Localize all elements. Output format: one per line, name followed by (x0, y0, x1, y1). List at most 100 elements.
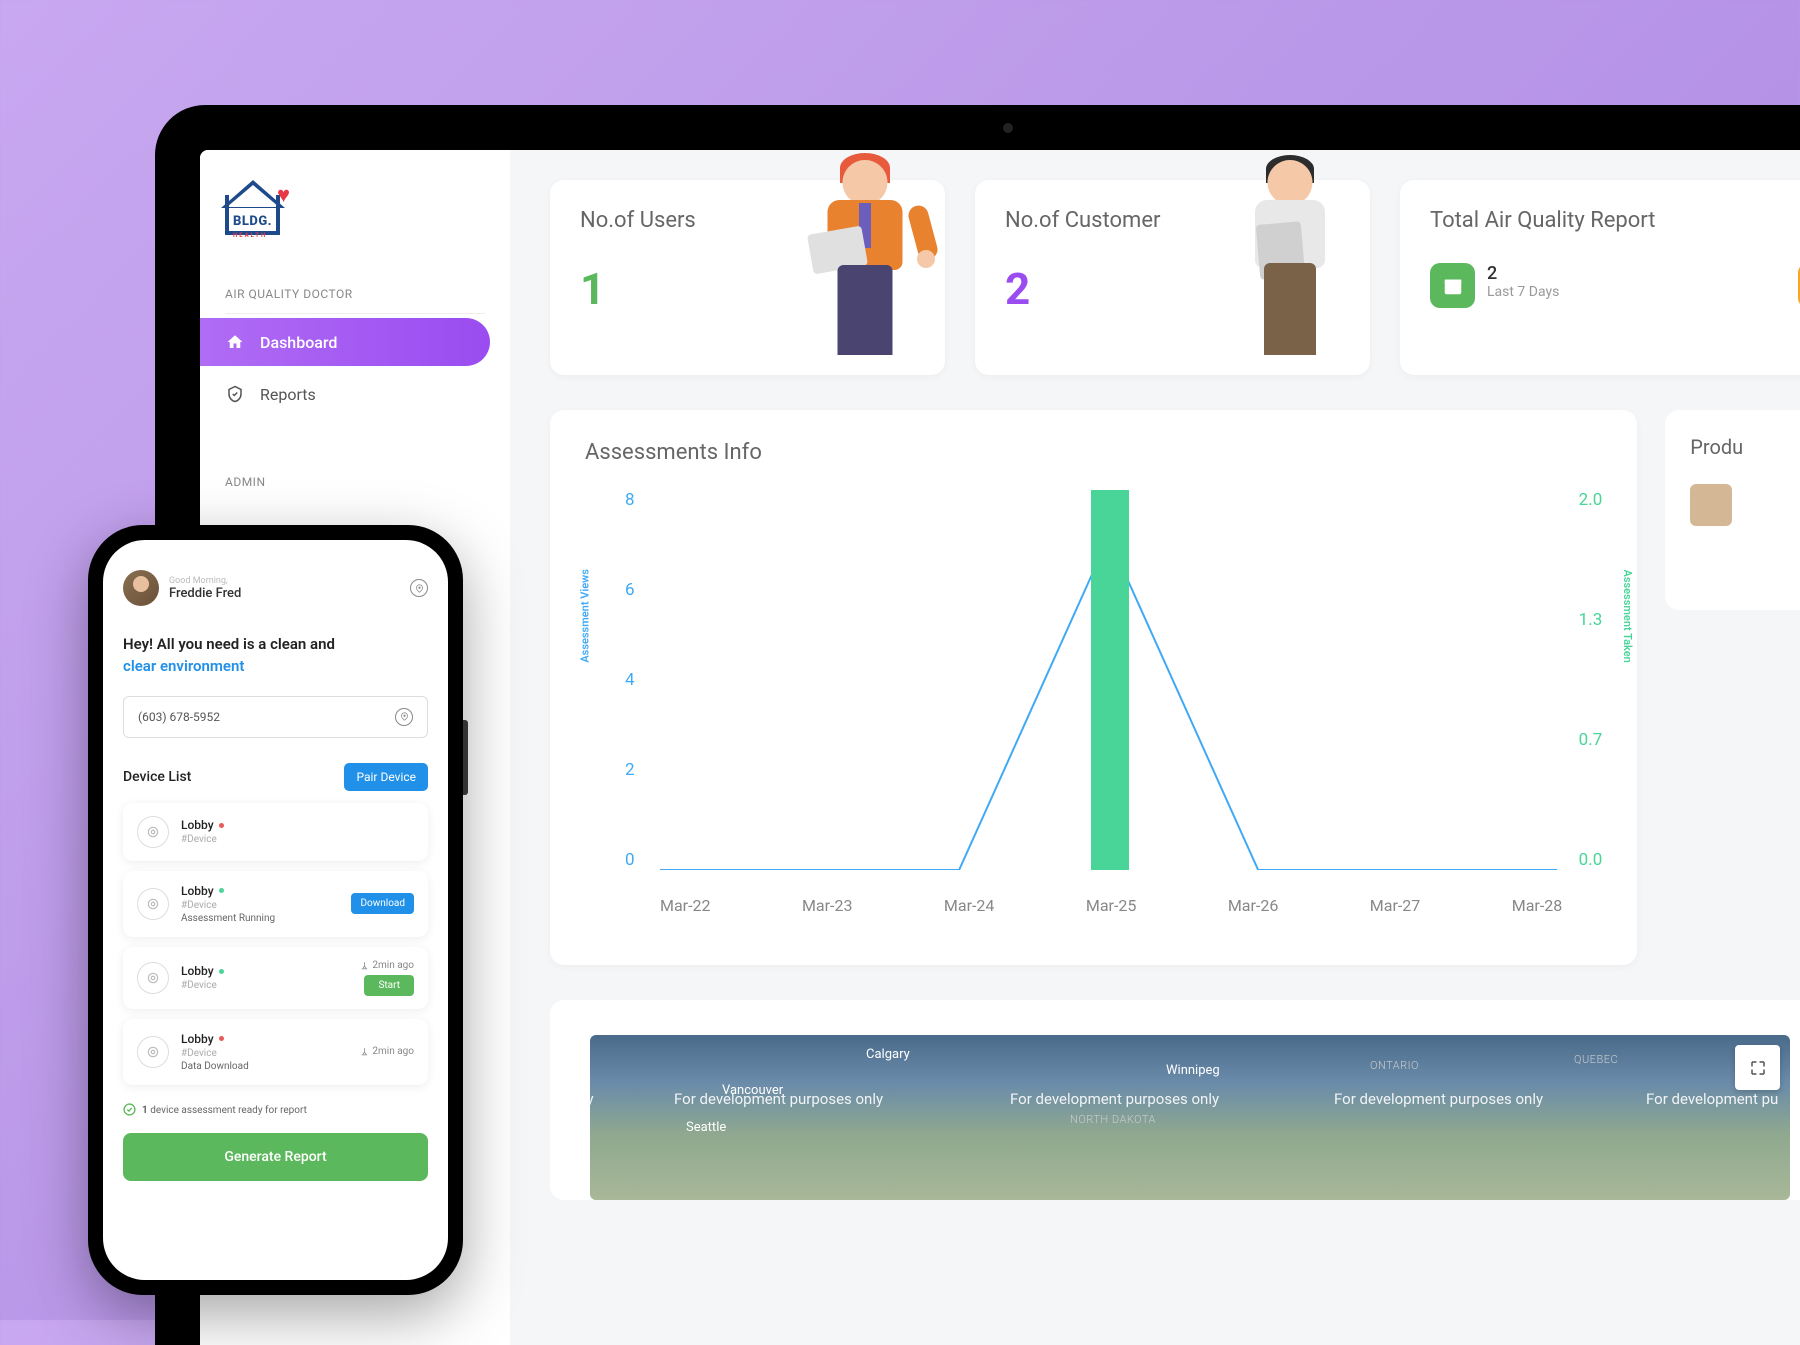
nav-dashboard[interactable]: Dashboard (200, 318, 490, 366)
report-value: 2 (1487, 263, 1559, 284)
nav-label: Reports (260, 385, 316, 404)
nav-reports[interactable]: Reports (200, 370, 490, 418)
sidebar-section-label: AIR QUALITY DOCTOR (225, 275, 485, 314)
side-thumbnail[interactable] (1690, 484, 1732, 526)
x-tick: Mar-22 (660, 896, 711, 915)
notice-count: 1 (142, 1105, 148, 1116)
map-city: Seattle (686, 1120, 726, 1135)
home-icon (225, 332, 245, 352)
y-tick: 0 (625, 850, 635, 870)
stat-card-customers[interactable]: No.of Customer 2 (975, 180, 1370, 375)
y-axis-right-label: Assessment Taken (1621, 569, 1634, 662)
brand-logo[interactable]: ♥ BLDG. HEALTH (200, 180, 510, 260)
greeting-text: Good Morning, (169, 576, 241, 586)
expand-button[interactable] (1735, 1045, 1780, 1090)
device-icon (137, 962, 169, 994)
device-list-header: Device List Pair Device (123, 763, 428, 791)
plot (660, 490, 1557, 870)
device-row[interactable]: Lobby #Device Assessment Running Downloa… (123, 871, 428, 937)
map-view[interactable]: Calgary Winnipeg Vancouver Seattle ONTAR… (590, 1035, 1790, 1200)
chart-plot-area: Assessment Views Assessment Taken 86420 … (585, 490, 1602, 915)
map-watermark: For development purposes only (674, 1090, 883, 1108)
section-title: Device List (123, 769, 191, 785)
y-tick: 8 (625, 490, 635, 510)
stat-cards-row: No.of Users 1 No.of Customer 2 Total Air… (550, 180, 1800, 375)
device-icon (137, 888, 169, 920)
device-time: 2min ago (360, 960, 414, 971)
report-last7: 2 Last 7 Days (1430, 263, 1559, 308)
status-dot (219, 969, 224, 974)
hero-link[interactable]: clear environment (123, 657, 244, 675)
laptop-camera (1003, 123, 1013, 133)
y-tick: 0.7 (1579, 730, 1603, 750)
x-tick: Mar-25 (1086, 896, 1137, 915)
y-tick: 1.3 (1579, 610, 1603, 630)
x-tick: Mar-28 (1512, 896, 1563, 915)
y-axis-left-label: Assessment Views (579, 569, 592, 663)
device-info: Lobby #Device Assessment Running (181, 884, 339, 924)
hero-line1: Hey! All you need is a clean and (123, 635, 335, 653)
phone-header: Good Morning, Freddie Fred (123, 570, 428, 606)
bar (1091, 490, 1129, 870)
person-illustration-1 (805, 150, 925, 375)
start-button[interactable]: Start (364, 975, 414, 996)
sidebar-section-label: ADMIN (225, 463, 485, 501)
phone-value: (603) 678-5952 (138, 710, 220, 724)
phone-input[interactable]: (603) 678-5952 (123, 696, 428, 738)
map-city: Winnipeg (1166, 1063, 1220, 1078)
location-icon[interactable] (395, 708, 413, 726)
device-info: Lobby #Device (181, 964, 348, 991)
sidebar-section-2: ADMIN (200, 463, 510, 501)
user-name: Freddie Fred (169, 586, 241, 601)
nav-label: Dashboard (260, 333, 337, 352)
heart-icon: ♥ (277, 182, 290, 208)
device-status: Data Download (181, 1061, 348, 1072)
stat-card-users[interactable]: No.of Users 1 (550, 180, 945, 375)
map-watermark: For development purposes only (1334, 1090, 1543, 1108)
brand-name: BLDG. (233, 214, 272, 229)
y-tick: 2 (625, 760, 635, 780)
location-icon[interactable] (410, 579, 428, 597)
device-info: Lobby #Device Data Download (181, 1032, 348, 1072)
reports-icon (225, 384, 245, 404)
device-sub: #Device (181, 900, 339, 911)
device-actions: 2min ago Start (360, 960, 414, 996)
x-tick: Mar-23 (802, 896, 853, 915)
main-content: No.of Users 1 No.of Customer 2 Total Air… (510, 150, 1800, 1345)
pair-device-button[interactable]: Pair Device (344, 763, 428, 791)
device-name: Lobby (181, 818, 402, 832)
y-tick: 2.0 (1579, 490, 1603, 510)
device-name: Lobby (181, 1032, 348, 1046)
person-illustration-2 (1230, 150, 1350, 375)
calendar-icon (1430, 263, 1475, 308)
y-tick: 4 (625, 670, 635, 690)
user-avatar[interactable] (123, 570, 159, 606)
side-panel: Produ (1665, 410, 1800, 610)
device-name: Lobby (181, 964, 348, 978)
device-sub: #Device (181, 1048, 348, 1059)
status-dot (219, 1036, 224, 1041)
device-info: Lobby #Device (181, 818, 402, 845)
map-region: ONTARIO (1370, 1059, 1419, 1072)
download-button[interactable]: Download (351, 893, 414, 914)
stat-card-report[interactable]: Total Air Quality Report 2 Last 7 Days (1400, 180, 1800, 375)
device-name: Lobby (181, 884, 339, 898)
map-city: Calgary (866, 1047, 910, 1062)
device-row[interactable]: Lobby #Device 2min ago Start (123, 947, 428, 1009)
notice-text: device assessment ready for report (150, 1105, 307, 1116)
report-notice: 1 device assessment ready for report (123, 1103, 428, 1119)
device-icon (137, 1036, 169, 1068)
assessments-chart-card: Assessments Info Assessment Views Assess… (550, 410, 1637, 965)
phone-frame: Good Morning, Freddie Fred Hey! All you … (88, 525, 463, 1295)
generate-report-button[interactable]: Generate Report (123, 1133, 428, 1181)
brand-sub: HEALTH (233, 232, 267, 239)
check-circle-icon (123, 1103, 136, 1119)
status-dot (219, 823, 224, 828)
device-actions: 2min ago (360, 1046, 414, 1057)
chart-title: Assessments Info (585, 440, 1602, 465)
device-row[interactable]: Lobby #Device Data Download 2min ago (123, 1019, 428, 1085)
x-axis: Mar-22Mar-23Mar-24Mar-25Mar-26Mar-27Mar-… (660, 896, 1562, 915)
side-title: Produ (1690, 435, 1790, 459)
device-row[interactable]: Lobby #Device (123, 803, 428, 861)
map-region: QUEBEC (1574, 1053, 1618, 1066)
